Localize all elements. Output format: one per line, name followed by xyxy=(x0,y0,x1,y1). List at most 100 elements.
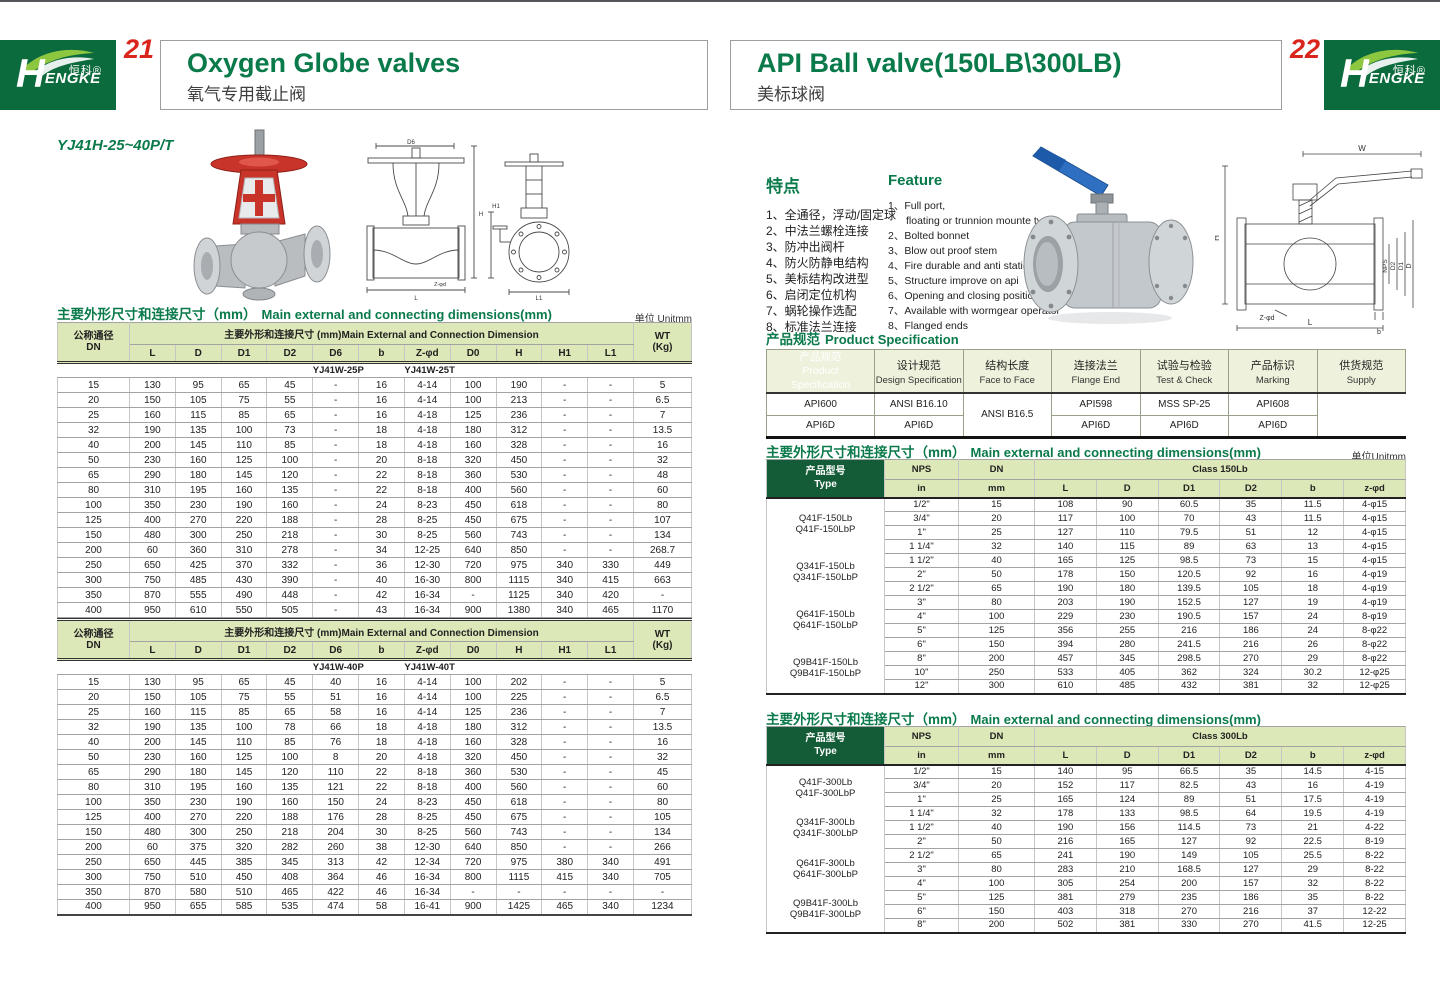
table-cell: 190 xyxy=(220,794,268,810)
table-cell: 1 1/4" xyxy=(884,806,959,821)
table-cell: 60.5 xyxy=(1157,497,1221,512)
table-cell: 8-φ19 xyxy=(1343,609,1406,624)
table-row: 3" 80 203 190 152.5 127 19 4-φ19 xyxy=(767,595,1406,610)
table-cell: 405 xyxy=(1095,665,1159,680)
table-cell: 105 xyxy=(1219,581,1283,596)
dim-label-d1: D1 xyxy=(1398,261,1405,270)
col-dn: 公称通径 DN xyxy=(57,322,130,363)
globe-valve-front-drawing: H1 L1 xyxy=(488,153,570,302)
table-cell: 50 xyxy=(958,834,1035,849)
table-cell: D xyxy=(1095,746,1159,765)
table-cell: 16 xyxy=(358,689,405,705)
table-cell: 6.5 xyxy=(633,392,692,408)
table-cell: 381 xyxy=(1034,890,1097,905)
table-cell: 160 xyxy=(449,734,497,750)
feature-item: 4、Fire durable and anti static safety xyxy=(888,260,1060,272)
table-cell: 250 xyxy=(958,665,1035,680)
table-cell: API6D xyxy=(874,414,964,438)
table-cell: 16 xyxy=(358,407,405,423)
table-cell: 202 xyxy=(495,674,543,690)
feature-item: 3、防冲出阀杆 xyxy=(766,240,845,254)
class-header: Class 150Lb xyxy=(1034,459,1406,480)
dim150-title: 主要外形尺寸和连接尺寸（mm） Main external and connect… xyxy=(766,445,1406,463)
table-cell: 1170 xyxy=(633,602,692,618)
table-cell: 390 xyxy=(266,572,314,588)
table-cell: 975 xyxy=(495,557,543,573)
table-cell: 45 xyxy=(633,764,692,780)
table-cell: 4-18 xyxy=(403,734,451,750)
dim-label-zd: Z-φd xyxy=(1259,315,1274,322)
table-cell: 356 xyxy=(1034,623,1097,638)
table-cell: 32 xyxy=(57,719,130,735)
table-cell: 16-34 xyxy=(403,869,451,885)
table-cell: 105 xyxy=(174,392,222,408)
table-cell: 115 xyxy=(174,407,222,423)
table-row: 1 1/4" 32 140 115 89 63 13 4-φ15 xyxy=(767,539,1406,554)
table-cell: 15 xyxy=(57,674,130,690)
table-cell: 18 xyxy=(358,734,405,750)
table-cell: 60 xyxy=(129,839,176,855)
table-cell: 5" xyxy=(884,890,959,905)
table-cell: 21 xyxy=(1281,820,1345,835)
feature-item: 1、Full port, xyxy=(888,200,946,212)
table-cell: 474 xyxy=(312,899,360,915)
table-cell: 485 xyxy=(1095,679,1159,694)
table-cell: - xyxy=(541,704,589,720)
table-cell: 92 xyxy=(1219,567,1283,582)
table-cell: 80 xyxy=(633,794,692,810)
table-cell: 134 xyxy=(633,527,692,543)
table-cell: 457 xyxy=(1034,651,1097,666)
feature-item: 1、全通径，浮动/固定球 xyxy=(766,208,897,222)
table-cell: 300 xyxy=(57,572,130,588)
table-cell: - xyxy=(541,809,589,825)
dim-label-nps: NPS xyxy=(1382,259,1389,273)
table-cell: - xyxy=(587,482,634,498)
table-cell: 16-34 xyxy=(403,884,451,900)
type-group: Q641F-300Lb Q641F-300LbP xyxy=(793,857,858,880)
table-cell: 152.5 xyxy=(1157,595,1221,610)
table-cell: 8-25 xyxy=(403,809,451,825)
table-cell: 11.5 xyxy=(1281,497,1345,512)
table-cell: 19 xyxy=(1281,595,1345,610)
type-column: Q41F-300Lb Q41F-300LbP Q341F-300Lb Q341F-30… xyxy=(766,764,885,933)
table-cell: 190 xyxy=(1095,848,1159,863)
table-cell: 8-25 xyxy=(403,512,451,528)
table-cell: 115 xyxy=(1095,539,1159,554)
table-cell: 75 xyxy=(220,689,268,705)
table-cell: 5 xyxy=(633,674,692,690)
table-cell: - xyxy=(312,407,360,423)
table-cell: 160 xyxy=(449,437,497,453)
table-cell: 90 xyxy=(1095,497,1159,512)
table-row: 5" 125 381 279 235 186 35 8-22 xyxy=(767,890,1406,905)
table-cell: 3" xyxy=(884,862,959,877)
dimensions-table-300lb: 产品型号 Type NPS DN Class 300Lb in mm L D D1 D… xyxy=(766,726,1406,934)
span-header: 主要外形和连接尺寸 (mm)Main External and Connecti… xyxy=(129,322,634,345)
table-cell: 241 xyxy=(1034,848,1097,863)
table-cell: 420 xyxy=(587,587,634,603)
table-cell: D xyxy=(174,641,222,660)
table-cell: 190 xyxy=(220,497,268,513)
table-cell: 190 xyxy=(1034,581,1097,596)
top-rule xyxy=(0,0,1440,2)
table-cell: 120 xyxy=(266,467,314,483)
feature-item-sub: floating or trunnion mounte type xyxy=(906,215,1054,227)
table-cell: D2 xyxy=(266,641,314,660)
spec-col: 试验与检验 Test & Check xyxy=(1139,349,1229,394)
table-cell: 32 xyxy=(57,422,130,438)
table-cell: 65 xyxy=(220,377,268,393)
brand-rest: ENGKE xyxy=(1368,70,1425,87)
table-cell: 305 xyxy=(1034,876,1097,891)
table-cell: 178 xyxy=(1034,806,1097,821)
table-cell: 17.5 xyxy=(1281,792,1345,807)
table-cell: 743 xyxy=(495,824,543,840)
table-cell: 125 xyxy=(958,890,1035,905)
table-cell: - xyxy=(587,377,634,393)
table-cell: 230 xyxy=(174,497,222,513)
table-cell: 2" xyxy=(884,834,959,849)
table-cell: 300 xyxy=(57,869,130,885)
table-cell: 16 xyxy=(633,437,692,453)
table-cell: - xyxy=(312,602,360,618)
table-cell: 92 xyxy=(1219,834,1283,849)
table-cell: 134 xyxy=(633,824,692,840)
table-cell: 8-25 xyxy=(403,527,451,543)
